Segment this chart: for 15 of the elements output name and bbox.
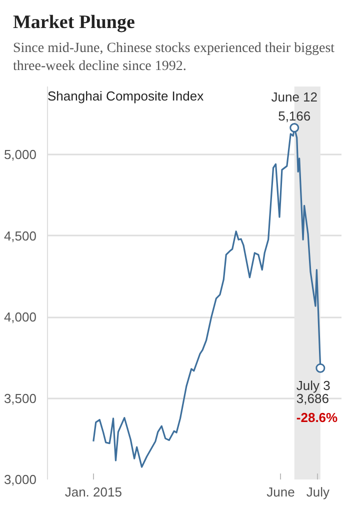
- y-axis-title: Shanghai Composite Index: [48, 88, 204, 104]
- annotation: -28.6%: [296, 410, 338, 426]
- annotation: 5,166: [278, 108, 311, 124]
- y-tick-label: 4,000: [4, 310, 37, 325]
- annotation: June 12: [271, 90, 318, 105]
- x-tick-label: Jan. 2015: [64, 484, 122, 500]
- x-tick-label: June: [266, 484, 295, 500]
- chart-title: Market Plunge: [13, 11, 136, 35]
- y-tick-label: 5,000: [4, 147, 37, 162]
- y-tick-label: 4,500: [4, 228, 37, 244]
- annotation: July 3: [296, 378, 330, 394]
- y-tick-label: 3,000: [4, 472, 37, 487]
- x-tick-label: July: [306, 484, 330, 500]
- chart-subtitle: Since mid-June, Chinese stocks experienced their biggest three-week decline since 1992.: [13, 40, 335, 76]
- y-tick-label: 3,500: [4, 390, 37, 406]
